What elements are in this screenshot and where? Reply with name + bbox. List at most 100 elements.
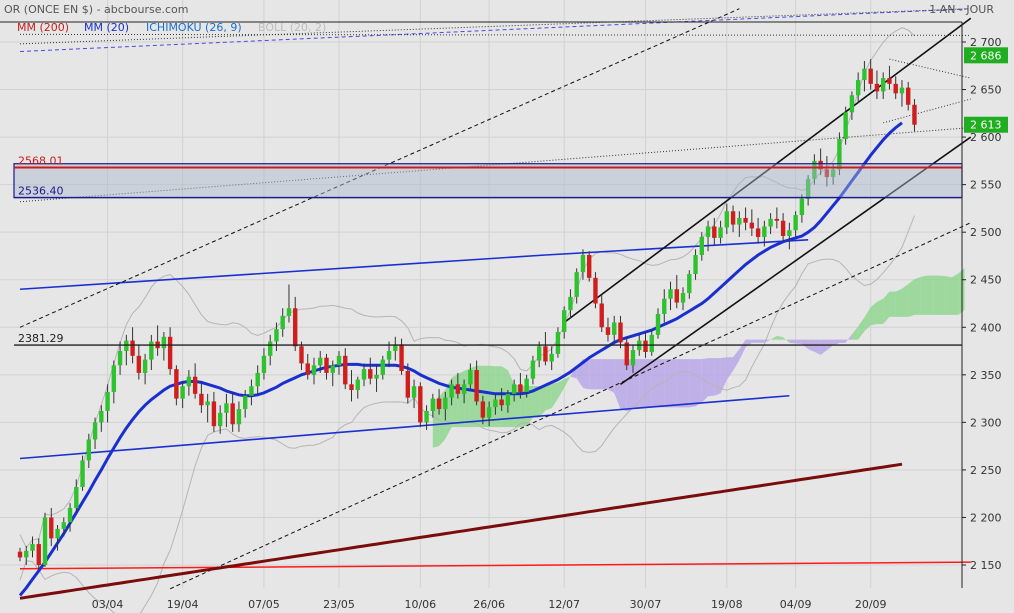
cloud-segment (795, 339, 802, 344)
cloud-segment (858, 317, 865, 340)
candle-body (774, 218, 780, 221)
cloud-segment (607, 359, 615, 393)
candle-body (893, 83, 898, 94)
candle-body (599, 303, 604, 328)
y-tick-label: 2 600 (970, 131, 1002, 144)
candle-body (674, 289, 679, 303)
cloud-segment (851, 326, 859, 340)
candle-body (117, 351, 123, 366)
resistance-zone (13, 163, 963, 199)
candle-body (768, 218, 773, 227)
candle-body (755, 228, 761, 237)
candle-body (737, 217, 742, 225)
candle-body (167, 336, 173, 370)
candle-body (330, 365, 335, 373)
price-tag (964, 116, 1008, 133)
trendline (563, 17, 972, 324)
candle-body (405, 371, 411, 398)
cloud-segment (645, 359, 652, 408)
cloud-segment (489, 365, 496, 428)
candle-body (49, 517, 54, 539)
dotted-line (889, 58, 971, 79)
candle-body (17, 551, 23, 558)
candle-body (874, 83, 880, 92)
candle-body (680, 293, 686, 303)
candle-body (199, 393, 204, 406)
cloud-segment (870, 301, 877, 326)
candle-body (368, 369, 373, 379)
cloud-segment (632, 359, 640, 410)
candle-body (336, 355, 342, 366)
level-label: 2568.01 (18, 155, 64, 168)
cloud-segment (920, 275, 927, 315)
candle-body (612, 322, 617, 335)
candle-body (217, 412, 223, 427)
candle-body (224, 403, 229, 413)
cloud-segment (595, 359, 602, 390)
candle-body (286, 308, 292, 316)
cloud-segment (951, 273, 959, 315)
candle-body (906, 87, 911, 105)
x-tick-label: 19/04 (167, 598, 199, 611)
candle-body (249, 386, 254, 396)
candle-body (486, 407, 492, 418)
x-tick-label: 10/06 (404, 598, 436, 611)
candle-body (293, 308, 298, 347)
candle-body (180, 386, 185, 399)
cloud-segment (683, 359, 690, 408)
price-tag-label: 2 613 (970, 119, 1002, 132)
candle-body (749, 222, 755, 229)
candle-body (230, 403, 235, 425)
cloud-segment (939, 275, 946, 315)
cloud-segment (908, 279, 915, 317)
candle-body (30, 544, 35, 551)
candle-body (136, 355, 142, 373)
cloud-segment (945, 276, 952, 315)
dotted-line (19, 33, 971, 36)
candle-body (824, 169, 830, 178)
cloud-segment (733, 349, 740, 371)
candle-body (843, 112, 848, 139)
cloud-segment (895, 288, 902, 317)
candle-body (862, 68, 867, 81)
candle-body (643, 340, 648, 352)
cloud-segment (651, 359, 659, 408)
candle-body (668, 289, 673, 299)
cloud-segment (751, 339, 759, 343)
ma20-line (18, 121, 903, 597)
candle-body (530, 360, 536, 379)
cloud-segment (958, 267, 965, 315)
candle-body (86, 439, 92, 461)
candle-body (593, 277, 598, 304)
y-tick-label: 2 400 (970, 321, 1002, 334)
candle-body (299, 346, 304, 364)
candle-body (580, 255, 586, 273)
cloud-segment (526, 385, 533, 426)
candle-body (242, 395, 248, 410)
candle-body (618, 322, 623, 343)
candle-body (561, 310, 567, 333)
candle-body (280, 315, 285, 330)
candle-body (812, 160, 817, 179)
level-label: 2536.40 (18, 185, 64, 198)
cloud-segment (689, 359, 696, 408)
cloud-segment (564, 376, 571, 388)
y-tick-label: 2 350 (970, 369, 1002, 382)
candle-body (899, 87, 905, 94)
candle-body (887, 78, 892, 84)
candle-body (880, 78, 886, 92)
cloud-segment (539, 385, 546, 418)
x-tick-label: 30/07 (630, 598, 662, 611)
cloud-segment (545, 383, 552, 411)
candle-body (418, 386, 423, 423)
x-tick-label: 03/04 (92, 598, 124, 611)
cloud-segment (482, 365, 490, 428)
trendline (19, 254, 546, 291)
candle-body (36, 544, 41, 565)
x-tick-label: 07/05 (248, 598, 280, 611)
cloud-segment (501, 366, 508, 428)
candle-body (818, 160, 823, 170)
candle-body (499, 399, 504, 406)
